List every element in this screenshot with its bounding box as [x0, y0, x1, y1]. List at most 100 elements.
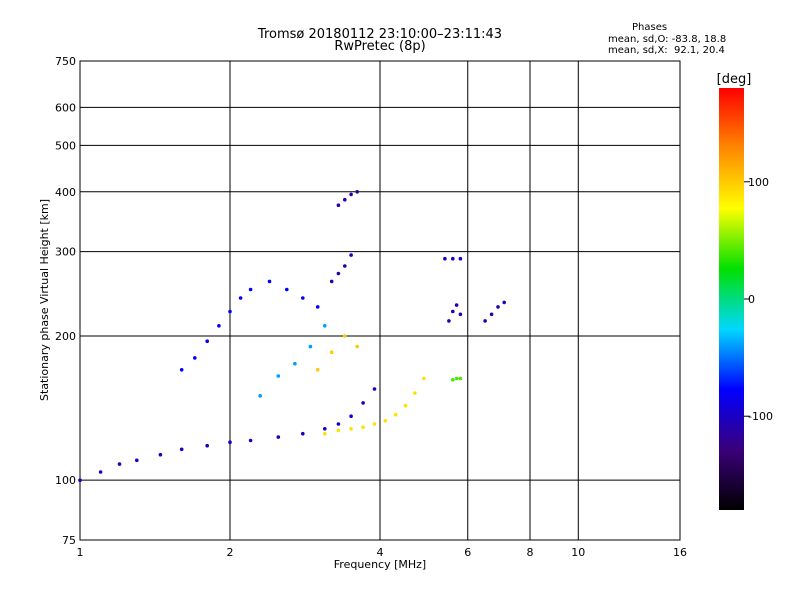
data-point [276, 374, 281, 378]
y-tick-label: 600 [55, 101, 76, 114]
data-point [301, 296, 305, 300]
stats-line-x: mean, sd,X: 92.1, 20.4 [608, 45, 725, 56]
x-tick-label: 4 [377, 546, 384, 559]
x-tick-label: 10 [571, 546, 585, 559]
data-point [285, 287, 289, 292]
colorbar-tick-label: -100 [748, 410, 773, 423]
data-points [78, 190, 507, 483]
data-point [205, 443, 209, 448]
data-point [349, 414, 353, 419]
data-point [447, 319, 451, 323]
data-point [458, 376, 463, 381]
data-point [343, 334, 347, 338]
data-point [454, 376, 459, 381]
data-point [336, 428, 341, 433]
data-point [117, 462, 122, 466]
axis-ticks: 1 2 4 6 8 10 16 75 100 200 300 400 500 600 750 [55, 55, 687, 559]
data-point [489, 312, 494, 317]
stats-header: Phases [632, 22, 668, 33]
colorbar-tick-label: 100 [748, 176, 769, 189]
data-point [502, 300, 507, 305]
data-point [315, 305, 320, 309]
data-point [372, 387, 377, 391]
data-point [248, 438, 253, 443]
data-point [422, 376, 426, 381]
data-point [135, 458, 139, 463]
data-point [496, 305, 500, 309]
data-point [238, 296, 243, 300]
data-point [179, 447, 184, 452]
stats-line-o: mean, sd,O: -83.8, 18.8 [608, 34, 727, 45]
data-point [78, 478, 82, 483]
data-point [361, 401, 365, 405]
y-tick-label: 200 [55, 330, 76, 343]
colorbar-ticks: 100 0 -100 [744, 176, 773, 423]
data-point [217, 324, 221, 328]
data-point [393, 412, 398, 417]
data-point [451, 256, 455, 261]
colorbar [719, 88, 744, 510]
data-point [458, 256, 463, 261]
data-point [343, 197, 347, 202]
data-point [349, 427, 353, 431]
data-point [355, 190, 360, 194]
data-point [205, 339, 209, 344]
data-point [443, 256, 447, 261]
data-point [193, 356, 197, 360]
data-point [228, 309, 232, 314]
data-point [451, 378, 455, 382]
data-point [372, 422, 377, 426]
data-point [267, 279, 272, 284]
data-point [158, 452, 163, 457]
chart-title: Tromsø 20180112 23:10:00–23:11:43 [257, 27, 503, 42]
data-point [248, 287, 253, 292]
data-point [336, 422, 341, 426]
data-point [323, 324, 327, 328]
data-point [301, 431, 305, 436]
data-point [308, 344, 313, 349]
x-tick-label: 8 [527, 546, 534, 559]
y-tick-label: 400 [55, 186, 76, 199]
data-point [361, 425, 365, 430]
data-point [403, 403, 408, 408]
x-tick-label: 1 [77, 546, 84, 559]
x-tick-label: 6 [464, 546, 471, 559]
data-point [329, 279, 334, 284]
y-tick-label: 750 [55, 55, 76, 68]
data-point [323, 431, 327, 436]
data-point [228, 440, 232, 445]
colorbar-label: [deg] [717, 72, 752, 87]
y-axis-label: Stationary phase Virtual Height [km] [38, 199, 51, 401]
y-tick-label: 500 [55, 139, 76, 152]
grid-lines [80, 61, 680, 540]
data-point [336, 271, 341, 276]
data-point [329, 350, 334, 355]
data-point [355, 344, 360, 349]
y-tick-label: 75 [62, 534, 76, 547]
data-point [383, 419, 388, 423]
y-tick-label: 100 [55, 474, 76, 487]
chart-subtitle: RwPretec (8p) [334, 39, 426, 54]
data-point [458, 312, 463, 317]
data-point [323, 427, 327, 431]
data-point [258, 394, 263, 398]
data-point [336, 203, 341, 207]
data-point [343, 264, 347, 268]
colorbar-tick-label: 0 [748, 293, 755, 306]
x-tick-label: 2 [227, 546, 234, 559]
data-point [293, 361, 297, 366]
data-point [315, 368, 320, 372]
data-point [179, 368, 184, 372]
data-point [349, 192, 353, 197]
data-point [413, 391, 417, 395]
data-point [451, 309, 455, 314]
data-point [276, 435, 281, 439]
y-tick-label: 300 [55, 246, 76, 259]
x-axis-label: Frequency [MHz] [334, 558, 426, 571]
data-point [454, 303, 459, 307]
x-tick-label: 16 [673, 546, 687, 559]
data-point [98, 470, 103, 474]
data-point [483, 319, 487, 323]
data-point [349, 253, 353, 257]
